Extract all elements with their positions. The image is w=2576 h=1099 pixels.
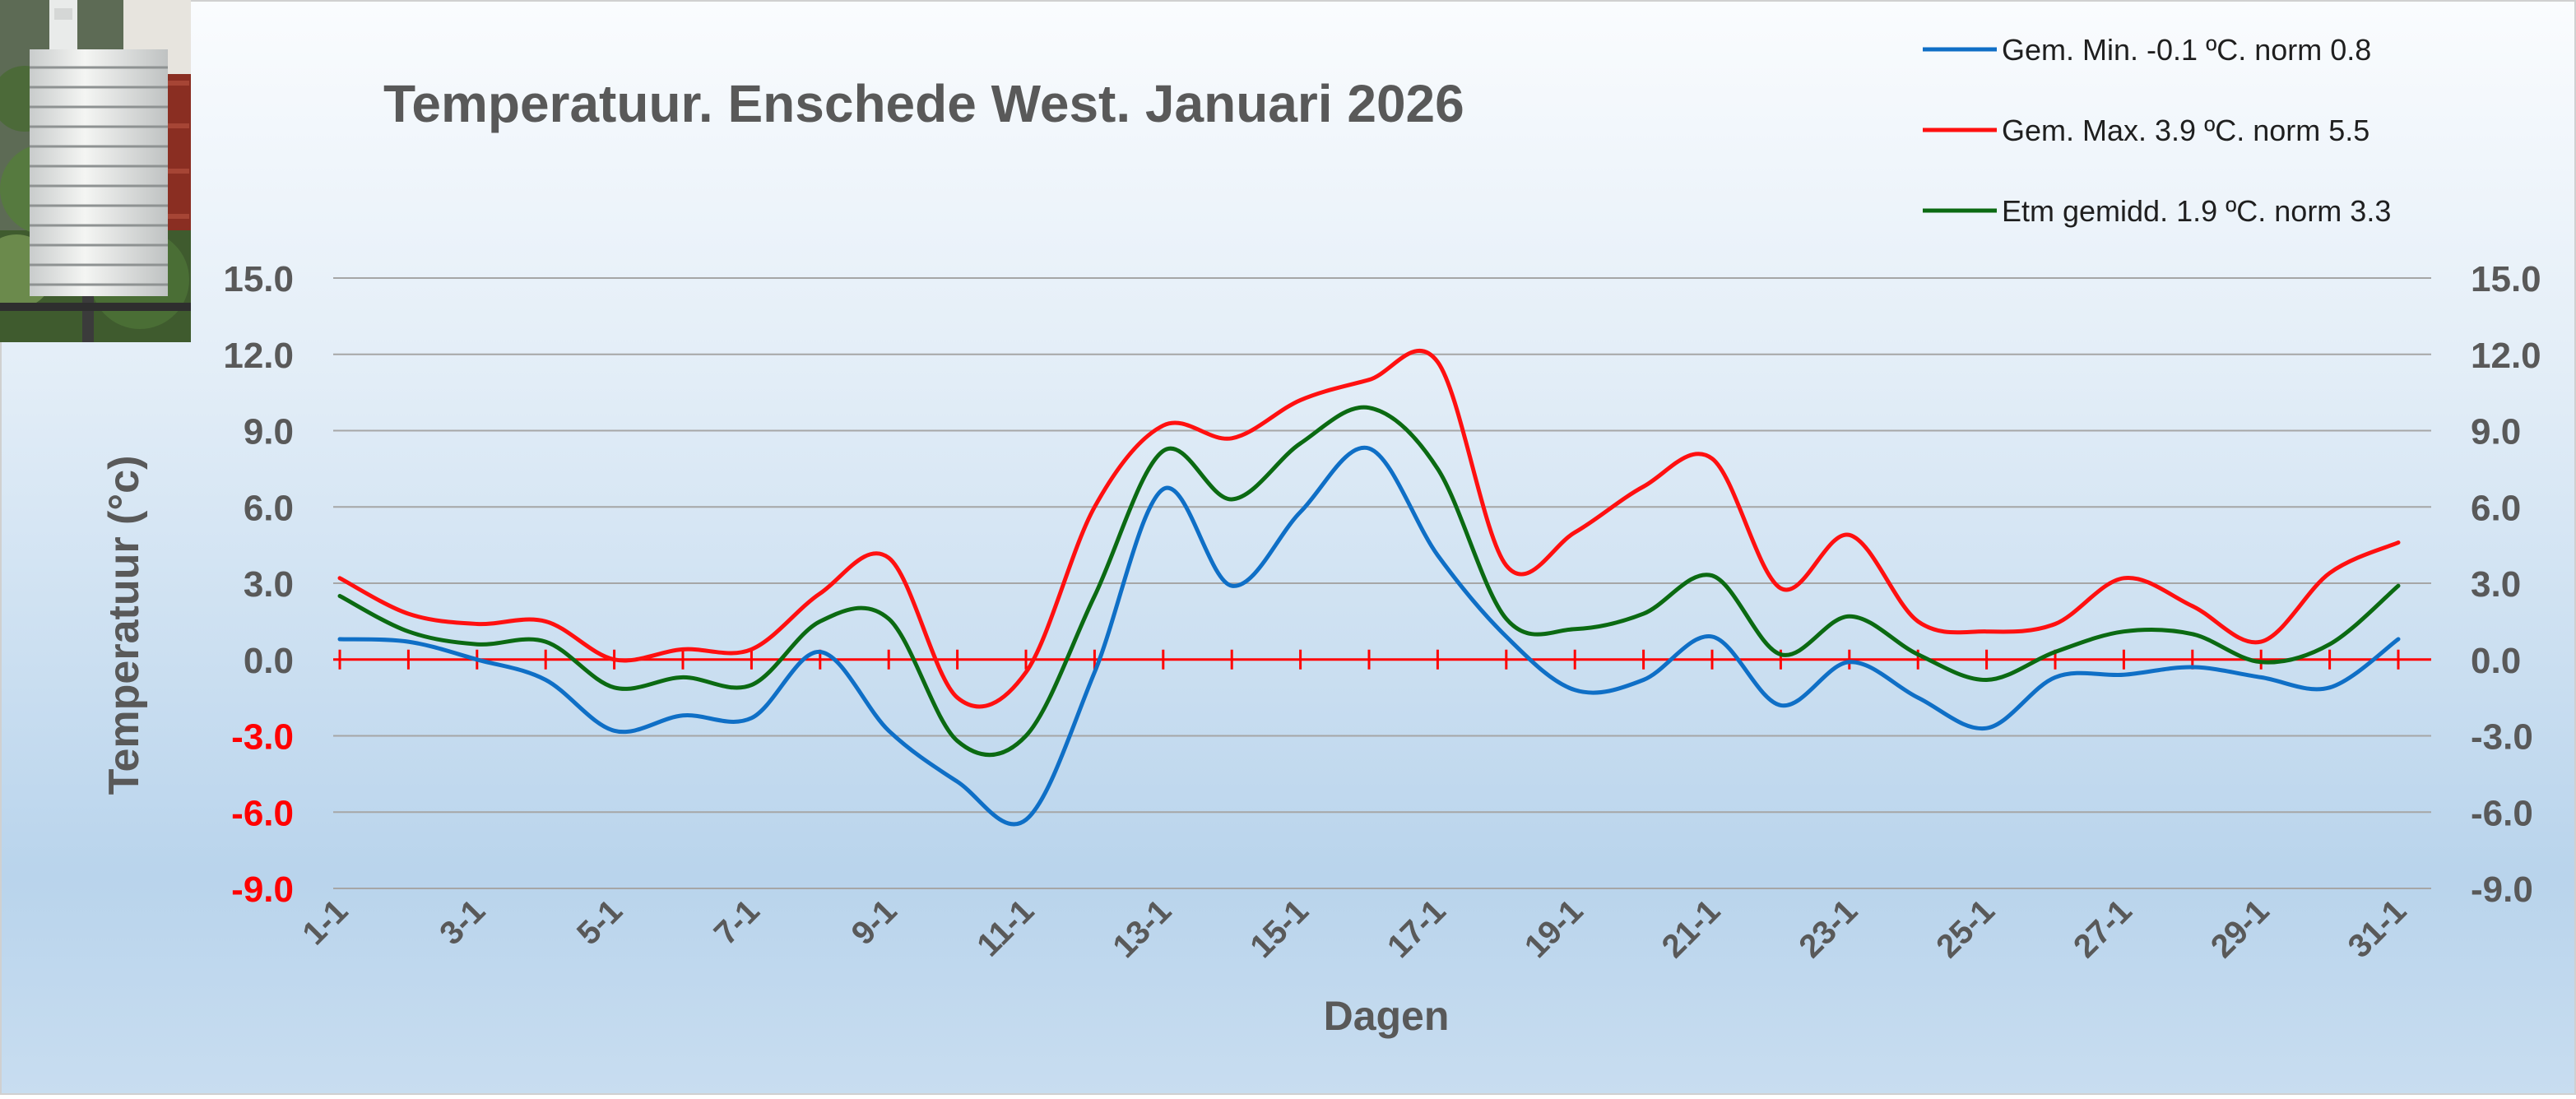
y-tick-label-right: -9.0 xyxy=(2471,869,2533,910)
y-tick-label-right: 6.0 xyxy=(2471,488,2521,528)
y-axis-label: Temperatuur (°c) xyxy=(100,456,148,795)
series-line-max xyxy=(337,348,2401,709)
y-tick-label-left: 9.0 xyxy=(244,412,294,452)
chart-title: Temperatuur. Enschede West. Januari 2026 xyxy=(383,74,1464,133)
y-axis-left: 15.0 12.0 9.0 6.0 3.0 0.0 -3.0 -6.0 -9.0 xyxy=(223,259,294,910)
y-tick-label-left: 3.0 xyxy=(244,564,294,605)
weather-screen-photo-icon xyxy=(0,0,191,342)
y-tick-label-right: 0.0 xyxy=(2471,641,2521,681)
series-line-min xyxy=(337,445,2401,827)
y-axis-right: 15.0 12.0 9.0 6.0 3.0 0.0 -3.0 -6.0 -9.0 xyxy=(2471,259,2541,910)
y-tick-label-left: 0.0 xyxy=(244,641,294,681)
y-tick-label-left: -3.0 xyxy=(231,717,294,758)
series-line-avg xyxy=(337,405,2401,758)
y-tick-label-right: -3.0 xyxy=(2471,717,2533,758)
legend-label-min: Gem. Min. -0.1 ºC. norm 0.8 xyxy=(2002,33,2371,67)
zero-axis xyxy=(333,649,2431,670)
legend-label-avg: Etm gemidd. 1.9 ºC. norm 3.3 xyxy=(2002,194,2391,228)
y-tick-label-left: 15.0 xyxy=(223,259,294,299)
series xyxy=(337,348,2401,827)
legend-label-max: Gem. Max. 3.9 ºC. norm 5.5 xyxy=(2002,114,2369,147)
y-tick-label-right: 15.0 xyxy=(2471,259,2541,299)
y-tick-label-right: 12.0 xyxy=(2471,336,2541,376)
legend: Gem. Min. -0.1 ºC. norm 0.8 Gem. Max. 3.9… xyxy=(1923,33,2391,228)
y-tick-label-right: -6.0 xyxy=(2471,793,2533,833)
y-tick-label-left: 12.0 xyxy=(223,336,294,376)
y-tick-label-right: 9.0 xyxy=(2471,412,2521,452)
x-axis-label: Dagen xyxy=(1324,993,1450,1039)
y-tick-label-left: -9.0 xyxy=(231,869,294,910)
y-tick-label-left: -6.0 xyxy=(231,793,294,833)
y-tick-label-right: 3.0 xyxy=(2471,564,2521,605)
y-tick-label-left: 6.0 xyxy=(244,488,294,528)
grid xyxy=(333,277,2431,889)
